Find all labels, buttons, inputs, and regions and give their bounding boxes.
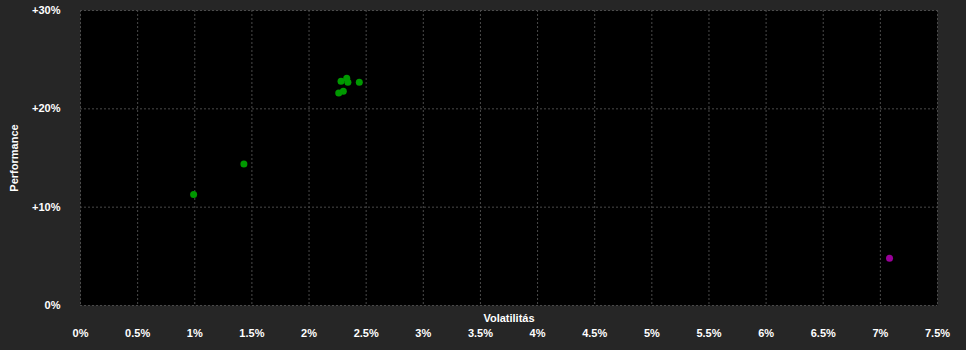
svg-text:Volatilitás: Volatilitás: [483, 312, 534, 324]
svg-text:1.5%: 1.5%: [239, 327, 264, 339]
svg-text:3.5%: 3.5%: [468, 327, 493, 339]
svg-text:5.5%: 5.5%: [696, 327, 721, 339]
svg-text:0%: 0%: [73, 327, 89, 339]
svg-text:3%: 3%: [415, 327, 431, 339]
svg-text:2%: 2%: [301, 327, 317, 339]
svg-text:5%: 5%: [644, 327, 660, 339]
svg-text:6.5%: 6.5%: [811, 327, 836, 339]
svg-text:7.5%: 7.5%: [925, 327, 950, 339]
svg-text:+30%: +30%: [32, 4, 61, 16]
svg-text:4.5%: 4.5%: [582, 327, 607, 339]
svg-text:+20%: +20%: [32, 102, 61, 114]
svg-text:0.5%: 0.5%: [125, 327, 150, 339]
svg-text:4%: 4%: [530, 327, 546, 339]
svg-text:7%: 7%: [872, 327, 888, 339]
svg-text:Performance: Performance: [8, 124, 20, 191]
svg-text:1%: 1%: [187, 327, 203, 339]
svg-text:2.5%: 2.5%: [354, 327, 379, 339]
svg-text:+10%: +10%: [32, 201, 61, 213]
svg-text:0%: 0%: [45, 299, 61, 311]
svg-text:6%: 6%: [758, 327, 774, 339]
